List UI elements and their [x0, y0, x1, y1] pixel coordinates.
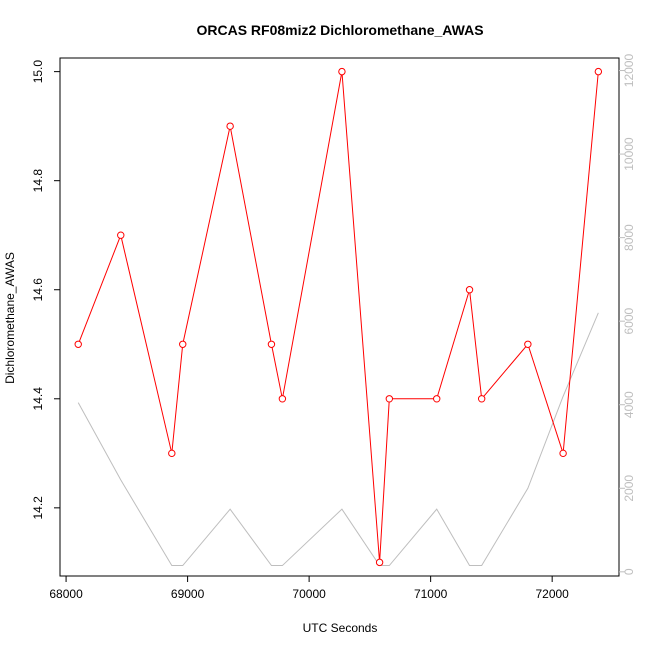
data-point — [278, 395, 287, 403]
x-tick-label: 68000 — [49, 587, 83, 601]
series-layer — [74, 67, 603, 567]
y2-tick-label: 6000 — [622, 308, 636, 335]
plot-frame — [59, 57, 620, 577]
y2-tick-label: 0 — [622, 568, 636, 575]
x-axis-label: UTC Seconds — [303, 621, 378, 635]
data-point — [168, 449, 176, 458]
data-point — [385, 395, 394, 403]
data-point — [433, 395, 441, 403]
series-line-primary — [77, 71, 599, 563]
chart-title: ORCAS RF08miz2 Dichloromethane_AWAS — [196, 22, 483, 38]
y2-tick-label: 2000 — [622, 475, 636, 502]
data-point — [338, 67, 346, 76]
data-point — [179, 340, 187, 348]
data-point — [267, 340, 276, 348]
y-tick-label: 14.4 — [31, 387, 45, 411]
y2-tick-label: 8000 — [622, 224, 636, 251]
x-tick-label: 69000 — [171, 587, 205, 601]
data-point — [524, 340, 532, 348]
y2-tick-label: 12000 — [622, 54, 636, 88]
y-tick-label: 14.6 — [31, 278, 45, 302]
y-tick-label: 14.2 — [31, 496, 45, 520]
series-line-secondary — [77, 312, 599, 567]
data-point — [559, 449, 567, 458]
data-point — [226, 122, 234, 130]
y-tick-label: 15.0 — [31, 60, 45, 84]
data-point — [375, 558, 384, 567]
y-axis-label: Dichloromethane_AWAS — [3, 252, 17, 384]
data-point — [74, 340, 82, 348]
y2-axis: 0 2000 4000 6000 8000 10000 12000 — [619, 54, 636, 575]
y2-tick-label: 4000 — [622, 391, 636, 418]
y2-tick-label: 10000 — [622, 137, 636, 171]
data-point — [594, 67, 603, 76]
y-axis: 14.2 14.4 14.6 14.8 15.0 — [31, 60, 60, 520]
data-point — [465, 286, 474, 294]
y-tick-label: 14.8 — [31, 169, 45, 193]
x-tick-label: 71000 — [414, 587, 448, 601]
data-point — [477, 395, 486, 403]
x-tick-label: 70000 — [292, 587, 326, 601]
data-point — [117, 231, 125, 239]
x-axis: 68000 69000 70000 71000 72000 — [49, 576, 569, 601]
x-tick-label: 72000 — [535, 587, 569, 601]
